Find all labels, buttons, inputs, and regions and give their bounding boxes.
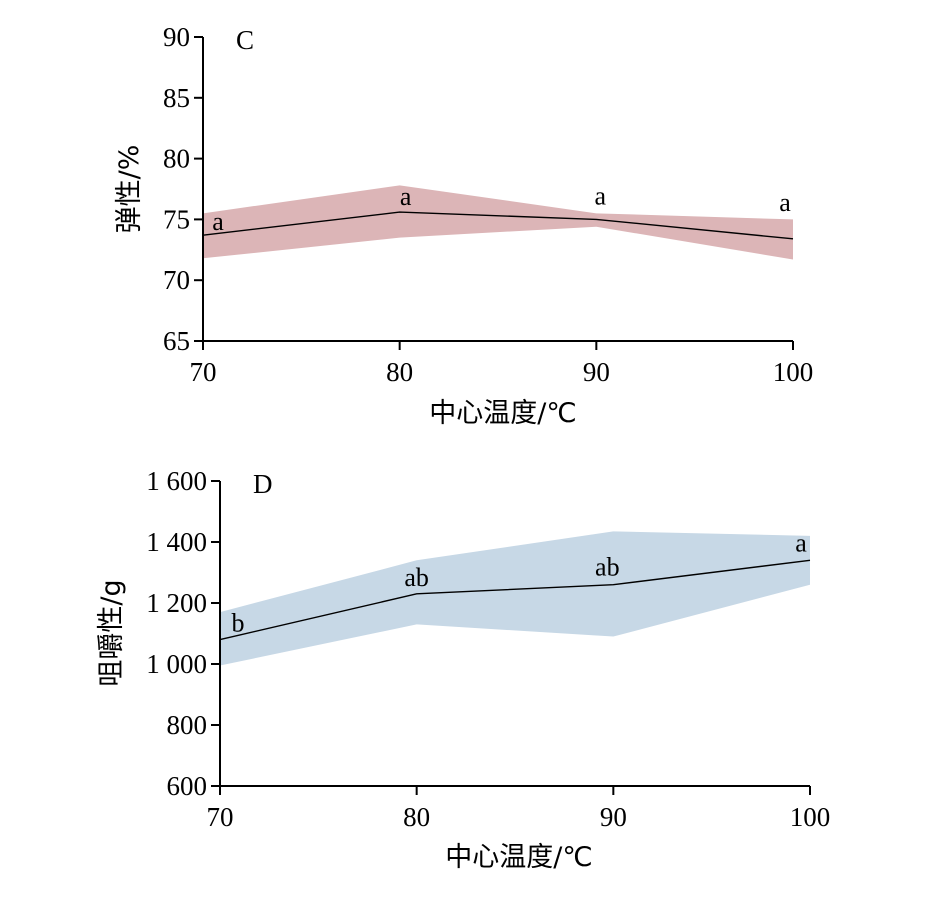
panel-label: D [253,469,273,499]
significance-label: a [795,528,807,557]
x-tick-label: 90 [600,802,627,832]
x-tick-label: 70 [190,357,217,387]
x-tick-label: 80 [386,357,413,387]
significance-label: ab [595,553,620,582]
significance-label: a [212,207,224,236]
significance-label: a [595,181,607,210]
significance-label: a [400,182,412,211]
y-tick-label: 75 [163,204,190,234]
y-tick-label: 80 [163,144,190,174]
x-tick-label: 100 [773,357,814,387]
significance-label: a [779,188,791,217]
y-tick-label: 1 400 [146,527,207,557]
y-tick-label: 1 000 [146,649,207,679]
confidence-band [220,531,810,666]
y-tick-label: 600 [167,771,208,801]
x-tick-label: 90 [583,357,610,387]
y-tick-label: 1 600 [146,466,207,496]
y-tick-label: 85 [163,83,190,113]
y-tick-label: 70 [163,265,190,295]
x-tick-label: 80 [403,802,430,832]
series-line [202,211,794,240]
x-axis-title: 中心温度/℃ [445,842,592,873]
panel-d: D 中心温度/℃ 咀嚼性/g 600 800 1 000 1 200 1 400 1 60… [96,466,830,873]
panel-label: C [236,25,254,55]
confidence-band [203,185,793,260]
series-line [219,559,811,641]
y-tick-label: 1 200 [146,588,207,618]
y-tick-label: 65 [163,326,190,356]
x-tick-label: 70 [207,802,234,832]
y-tick-label: 90 [163,22,190,52]
y-axis-title: 弹性/% [114,145,145,234]
y-tick-label: 800 [167,710,208,740]
significance-label: b [232,609,245,638]
significance-label: ab [404,563,429,592]
x-axis-title: 中心温度/℃ [429,398,576,429]
x-tick-label: 100 [790,802,831,832]
y-axis-title: 咀嚼性/g [96,579,127,686]
